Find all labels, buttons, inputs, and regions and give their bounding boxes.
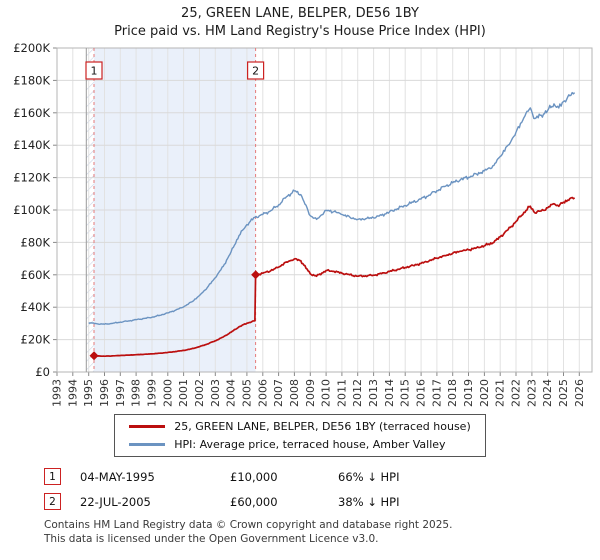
svg-text:1993: 1993 [51,379,64,407]
transaction-number-badge: 1 [44,468,61,486]
transaction-number-badge: 2 [44,493,61,511]
svg-text:1999: 1999 [146,379,159,407]
legend-item-property: 25, GREEN LANE, BELPER, DE56 1BY (terrac… [129,420,471,433]
svg-text:£60K: £60K [21,268,51,282]
svg-text:2004: 2004 [225,379,238,407]
svg-text:£120K: £120K [13,171,50,185]
svg-text:2013: 2013 [367,379,380,407]
transaction-row: 2 22-JUL-2005 £60,000 38% ↓ HPI [44,493,600,511]
transaction-price: £10,000 [230,469,278,484]
svg-text:2026: 2026 [573,379,586,407]
transactions-table: 1 04-MAY-1995 £10,000 66% ↓ HPI 2 22-JUL… [44,468,600,511]
svg-text:2: 2 [252,65,259,78]
page-title: 25, GREEN LANE, BELPER, DE56 1BY [181,6,419,21]
transaction-date: 22-JUL-2005 [80,494,151,509]
svg-text:2020: 2020 [478,379,491,407]
svg-text:2017: 2017 [430,379,443,407]
svg-text:2009: 2009 [304,379,317,407]
footer-line-2: This data is licensed under the Open Gov… [44,532,379,545]
svg-text:2005: 2005 [240,379,253,407]
svg-text:2003: 2003 [209,379,222,407]
svg-text:2001: 2001 [177,379,190,407]
chart-legend: 25, GREEN LANE, BELPER, DE56 1BY (terrac… [114,414,486,458]
svg-text:£180K: £180K [13,73,50,87]
legend-swatch-property-line [129,425,166,429]
transaction-date: 04-MAY-1995 [80,469,155,484]
chart-header: 25, GREEN LANE, BELPER, DE56 1BY Price p… [0,0,600,40]
page-subtitle: Price paid vs. HM Land Registry's House … [114,23,486,39]
svg-text:2010: 2010 [320,379,333,407]
svg-text:£20K: £20K [21,333,51,347]
svg-text:2011: 2011 [335,379,348,407]
svg-text:2002: 2002 [193,379,206,407]
legend-label-hpi: HPI: Average price, terraced house, Ambe… [174,438,446,452]
svg-text:2016: 2016 [415,379,428,407]
svg-text:£80K: £80K [21,235,51,249]
svg-text:2022: 2022 [510,379,523,407]
svg-text:£40K: £40K [21,300,51,314]
svg-text:£200K: £200K [13,41,50,55]
svg-text:1997: 1997 [114,379,127,407]
copyright-footer: Contains HM Land Registry data © Crown c… [44,519,600,546]
svg-text:2000: 2000 [161,379,174,407]
svg-text:2012: 2012 [351,379,364,407]
svg-text:1: 1 [91,65,98,78]
svg-text:1996: 1996 [98,379,111,407]
legend-label-property: 25, GREEN LANE, BELPER, DE56 1BY (terrac… [174,420,471,434]
legend-swatch-hpi-line [129,443,166,447]
svg-text:2019: 2019 [462,379,475,407]
transaction-price: £60,000 [230,494,278,509]
svg-text:1998: 1998 [130,379,143,407]
svg-text:2014: 2014 [383,379,396,407]
svg-text:2008: 2008 [288,379,301,407]
svg-text:£160K: £160K [13,106,50,120]
svg-text:1994: 1994 [66,379,79,407]
svg-text:2023: 2023 [525,379,538,407]
svg-text:2006: 2006 [256,379,269,407]
svg-text:1995: 1995 [82,379,95,407]
transaction-row: 1 04-MAY-1995 £10,000 66% ↓ HPI [44,468,600,486]
transaction-hpi-diff: 38% ↓ HPI [338,494,400,509]
svg-text:2025: 2025 [557,379,570,407]
svg-text:£140K: £140K [13,138,50,152]
footer-line-1: Contains HM Land Registry data © Crown c… [44,519,453,532]
transaction-hpi-diff: 66% ↓ HPI [338,469,400,484]
svg-text:2007: 2007 [272,379,285,407]
price-history-chart: 1993 1994 1995 1996 1997 1998 1999 2000 2001 2002… [13,41,593,407]
svg-text:2018: 2018 [446,379,459,407]
svg-text:£0: £0 [35,365,50,379]
svg-text:£100K: £100K [13,203,50,217]
svg-text:2015: 2015 [399,379,412,407]
svg-text:2021: 2021 [494,379,507,407]
legend-item-hpi: HPI: Average price, terraced house, Ambe… [129,438,471,451]
svg-text:2024: 2024 [541,379,554,407]
